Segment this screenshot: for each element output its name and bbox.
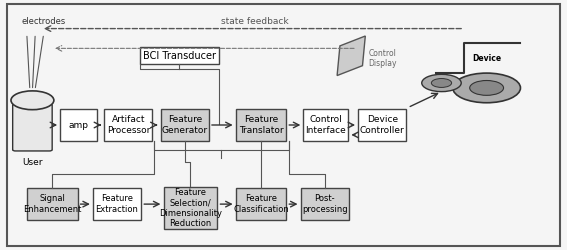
FancyBboxPatch shape xyxy=(358,109,406,141)
Text: Feature
Translator: Feature Translator xyxy=(239,115,284,135)
Text: Control
Interface: Control Interface xyxy=(306,115,346,135)
FancyBboxPatch shape xyxy=(12,104,52,151)
Text: state feedback: state feedback xyxy=(222,17,289,26)
FancyBboxPatch shape xyxy=(235,109,286,141)
Text: amp: amp xyxy=(69,120,88,130)
Text: Feature
Selection/
Dimensionality
Reduction: Feature Selection/ Dimensionality Reduct… xyxy=(159,188,222,228)
Text: Control
Display: Control Display xyxy=(368,48,397,68)
FancyBboxPatch shape xyxy=(93,188,141,220)
Text: Signal
Enhancement: Signal Enhancement xyxy=(23,194,81,214)
FancyBboxPatch shape xyxy=(235,188,286,220)
FancyBboxPatch shape xyxy=(60,109,97,141)
Text: Artifact
Processor: Artifact Processor xyxy=(107,115,150,135)
FancyBboxPatch shape xyxy=(139,47,219,64)
Circle shape xyxy=(11,91,54,110)
Text: Feature
Generator: Feature Generator xyxy=(162,115,208,135)
Text: Device
Controller: Device Controller xyxy=(360,115,405,135)
Text: Feature
Classification: Feature Classification xyxy=(233,194,289,214)
FancyBboxPatch shape xyxy=(7,4,560,246)
Text: Device: Device xyxy=(472,54,501,63)
Text: Feature
Extraction: Feature Extraction xyxy=(96,194,138,214)
FancyBboxPatch shape xyxy=(303,109,348,141)
Circle shape xyxy=(453,73,521,103)
Circle shape xyxy=(422,74,461,92)
Circle shape xyxy=(431,78,452,88)
FancyBboxPatch shape xyxy=(164,187,217,229)
FancyBboxPatch shape xyxy=(301,188,349,220)
Text: BCI Transducer: BCI Transducer xyxy=(143,51,215,61)
Polygon shape xyxy=(337,36,365,76)
Text: Post-
processing: Post- processing xyxy=(302,194,348,214)
FancyBboxPatch shape xyxy=(104,109,153,141)
Text: User: User xyxy=(22,158,43,166)
FancyBboxPatch shape xyxy=(161,109,209,141)
FancyBboxPatch shape xyxy=(27,188,78,220)
Text: electrodes: electrodes xyxy=(22,17,66,26)
Circle shape xyxy=(469,80,503,95)
